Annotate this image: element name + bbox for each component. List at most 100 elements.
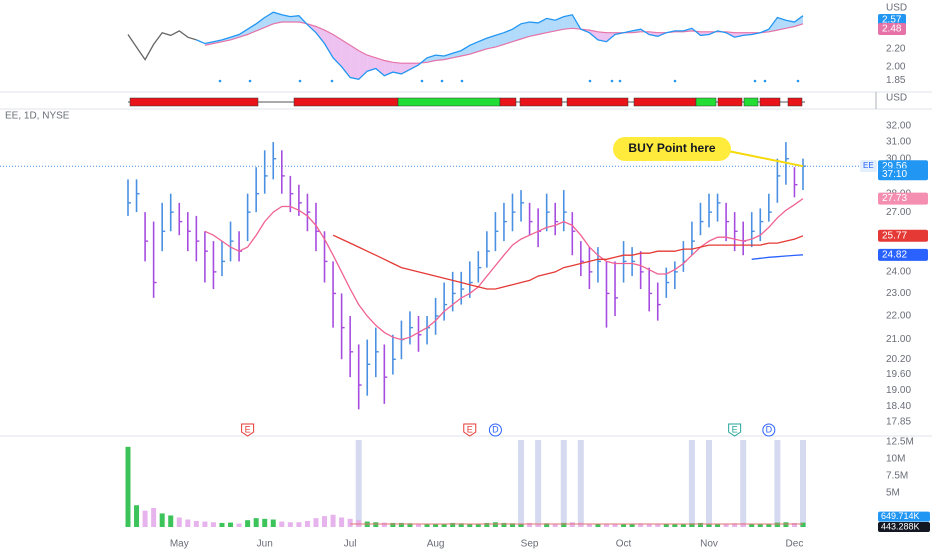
signal-dot bbox=[796, 79, 800, 83]
volume-badge-label: 649.714K bbox=[881, 511, 920, 521]
price-badge-label: 25.77 bbox=[882, 230, 907, 241]
event-highlight bbox=[800, 440, 806, 527]
volume-bar bbox=[253, 518, 259, 527]
volume-bar bbox=[416, 523, 422, 527]
symbol-title: EE, 1D, NYSE bbox=[5, 111, 70, 122]
signal-dot bbox=[753, 79, 757, 83]
symbol-badge-label: EE bbox=[863, 161, 874, 170]
y-tick-label: 19.60 bbox=[886, 369, 911, 380]
oscillator-fill bbox=[401, 63, 410, 74]
volume-bar bbox=[646, 523, 652, 527]
volume-bar bbox=[757, 523, 763, 527]
signal-dot bbox=[330, 79, 334, 83]
volume-bar bbox=[125, 446, 131, 527]
series-line bbox=[204, 21, 804, 64]
volume-bar bbox=[142, 510, 148, 527]
oscillator-fill bbox=[256, 17, 265, 31]
price-badge-label: 2.57 bbox=[882, 15, 902, 26]
volume-bar bbox=[185, 519, 191, 527]
volume-bar bbox=[373, 522, 379, 527]
volume-bar bbox=[168, 515, 174, 527]
signal-strip bbox=[787, 97, 803, 107]
signal-dot bbox=[763, 79, 767, 83]
x-tick-label: Oct bbox=[616, 539, 632, 550]
volume-bar bbox=[228, 522, 234, 527]
signal-strip bbox=[293, 97, 399, 107]
oscillator-fill bbox=[794, 15, 803, 27]
annotation-pointer bbox=[727, 150, 804, 168]
volume-bar bbox=[159, 513, 165, 527]
event-marker bbox=[241, 423, 255, 437]
volume-bar bbox=[800, 522, 806, 527]
signal-dot bbox=[618, 79, 622, 83]
volume-bar bbox=[492, 522, 498, 527]
price-badge bbox=[878, 248, 928, 261]
x-tick-label: Jul bbox=[344, 539, 357, 550]
x-tick-label: Jun bbox=[257, 539, 273, 550]
y-tick-label: 2.00 bbox=[886, 61, 906, 72]
volume-badge bbox=[878, 511, 930, 522]
y-tick-label: 19.00 bbox=[886, 385, 911, 396]
y-tick-label: 2.20 bbox=[886, 43, 906, 54]
event-marker bbox=[488, 423, 502, 437]
volume-bar bbox=[638, 523, 644, 527]
event-label: D bbox=[492, 424, 499, 434]
event-highlight bbox=[774, 440, 781, 527]
series-line bbox=[751, 254, 804, 260]
y-tick-label: 17.85 bbox=[886, 417, 911, 428]
x-tick-label: Aug bbox=[427, 539, 445, 550]
price-badge bbox=[878, 168, 928, 181]
volume-bar bbox=[680, 523, 686, 527]
y-tick-label: 21.00 bbox=[886, 334, 911, 345]
x-tick-label: Nov bbox=[700, 539, 718, 550]
annotation-bubble bbox=[613, 137, 731, 161]
volume-bar bbox=[381, 522, 387, 527]
volume-bar bbox=[151, 507, 157, 527]
y-tick-label: 1.85 bbox=[886, 75, 906, 86]
signal-dot bbox=[248, 79, 252, 83]
volume-bar bbox=[518, 523, 524, 527]
volume-bar bbox=[262, 518, 268, 527]
volume-bar bbox=[270, 519, 276, 527]
volume-bar bbox=[475, 523, 481, 527]
volume-bar bbox=[655, 523, 661, 527]
oscillator-fill bbox=[350, 45, 359, 80]
oscillator-fill bbox=[435, 55, 445, 61]
y-tick-label: 20.20 bbox=[886, 354, 911, 365]
series-line bbox=[332, 234, 804, 290]
y-tick-label: 22.00 bbox=[886, 311, 911, 322]
oscillator-fill bbox=[392, 62, 402, 74]
volume-bar bbox=[398, 522, 404, 527]
oscillator-fill bbox=[486, 35, 496, 49]
volume-bar bbox=[509, 523, 515, 527]
event-label: E bbox=[245, 424, 251, 434]
volume-bar bbox=[663, 523, 669, 527]
signal-strip bbox=[499, 97, 517, 107]
volume-bar bbox=[552, 523, 558, 527]
signal-strip bbox=[566, 97, 629, 107]
oscillator-fill bbox=[521, 22, 530, 39]
price-badge-label: 27.73 bbox=[882, 193, 907, 204]
volume-bar bbox=[697, 522, 703, 527]
volume-bar bbox=[732, 523, 738, 527]
signal-strip bbox=[397, 97, 501, 107]
volume-bar bbox=[296, 522, 302, 527]
y-tick-label: 10M bbox=[886, 454, 905, 465]
event-marker bbox=[463, 423, 477, 437]
x-tick-label: May bbox=[170, 539, 189, 550]
volume-bar bbox=[723, 523, 729, 527]
volume-bar bbox=[527, 522, 533, 527]
price-badge bbox=[878, 23, 906, 35]
volume-bar bbox=[629, 523, 635, 527]
y-tick-label: 5M bbox=[886, 488, 900, 499]
oscillator-fill bbox=[555, 16, 564, 31]
volume-bar bbox=[176, 517, 182, 527]
volume-bar bbox=[740, 522, 746, 527]
volume-bar bbox=[774, 522, 780, 527]
volume-bar bbox=[706, 523, 712, 527]
volume-bar bbox=[202, 521, 208, 527]
volume-bar bbox=[467, 523, 473, 527]
oscillator-fill bbox=[333, 34, 342, 67]
volume-bar bbox=[407, 523, 413, 527]
